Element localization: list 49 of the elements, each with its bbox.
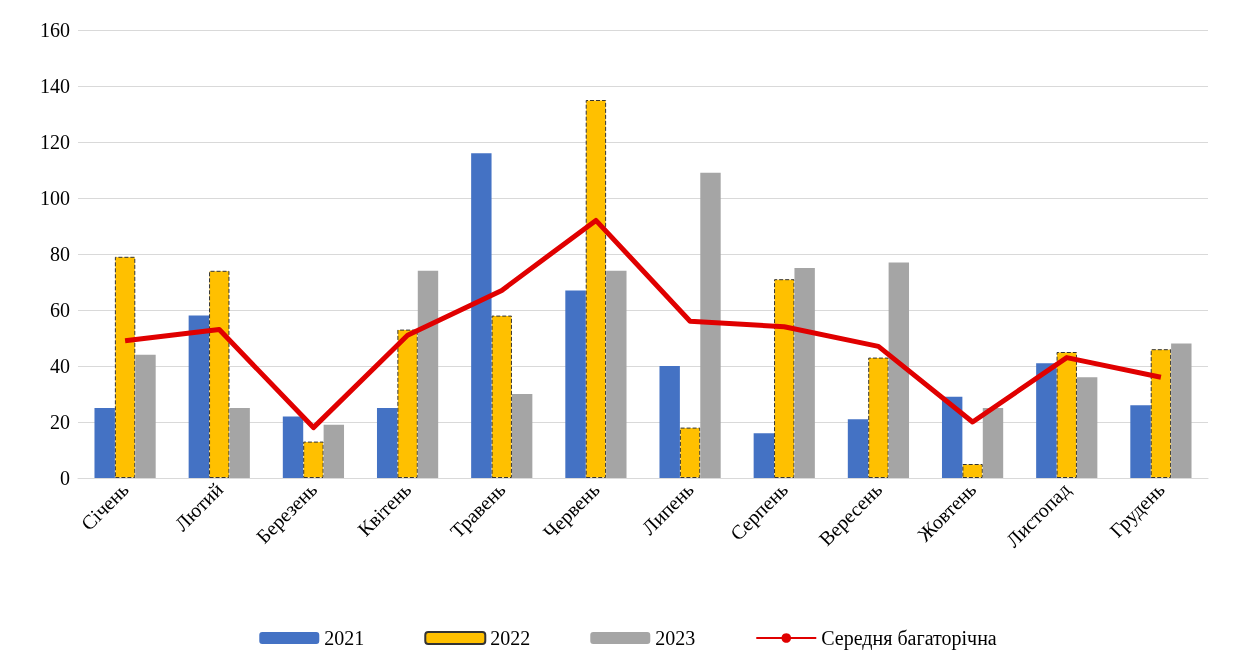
bar xyxy=(868,357,889,478)
bar xyxy=(794,268,815,478)
bar xyxy=(679,427,701,478)
bar xyxy=(585,100,607,478)
y-tick-label: 40 xyxy=(50,355,70,377)
bar xyxy=(1150,349,1172,478)
y-tick-label: 20 xyxy=(50,411,70,433)
legend-label: 2023 xyxy=(655,627,696,649)
bar xyxy=(209,270,230,478)
y-tick-label: 100 xyxy=(40,187,70,209)
bar xyxy=(114,256,136,478)
bar xyxy=(982,408,1004,478)
bar xyxy=(511,394,533,478)
bar xyxy=(565,290,586,478)
bar xyxy=(941,396,963,478)
bar xyxy=(1036,363,1057,478)
legend-label: Середня багаторічна xyxy=(821,627,997,650)
bar xyxy=(229,408,250,478)
bar xyxy=(282,416,304,478)
bar xyxy=(397,329,418,478)
y-tick-label: 80 xyxy=(50,243,70,265)
bar xyxy=(1130,405,1151,478)
y-tick-label: 140 xyxy=(40,75,70,97)
bar xyxy=(847,419,869,478)
legend-label: 2022 xyxy=(490,627,531,649)
y-tick-label: 160 xyxy=(40,19,70,41)
bar xyxy=(888,262,910,478)
y-tick-label: 60 xyxy=(50,299,70,321)
legend-label: 2021 xyxy=(324,627,365,649)
bar xyxy=(962,464,983,478)
bar xyxy=(188,315,210,478)
y-tick-label: 120 xyxy=(40,131,70,153)
bar xyxy=(1171,343,1192,478)
bar xyxy=(491,315,512,478)
bar xyxy=(303,441,324,478)
bar xyxy=(659,366,680,478)
bar xyxy=(323,424,345,478)
bar xyxy=(1076,377,1098,478)
bar xyxy=(376,408,398,478)
bar xyxy=(94,408,115,478)
y-tick-label: 0 xyxy=(60,467,70,489)
bar xyxy=(700,172,721,478)
bar xyxy=(417,270,439,478)
bar xyxy=(471,153,492,478)
bar xyxy=(753,433,775,478)
bar xyxy=(1056,352,1077,478)
bar xyxy=(606,270,627,478)
bar xyxy=(135,354,156,478)
bar xyxy=(774,279,795,478)
